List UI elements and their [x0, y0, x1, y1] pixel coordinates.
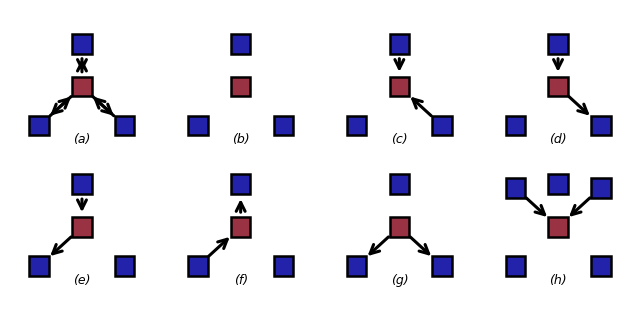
Bar	[115, 116, 134, 135]
Bar	[591, 116, 611, 135]
Bar	[390, 77, 409, 96]
Bar	[115, 256, 134, 276]
Bar	[432, 256, 452, 276]
Bar	[548, 77, 568, 96]
Bar	[29, 256, 49, 276]
Bar	[390, 217, 409, 237]
Bar	[188, 256, 208, 276]
Bar	[548, 217, 568, 237]
Text: (d): (d)	[549, 133, 567, 147]
Bar	[29, 116, 49, 135]
Bar	[231, 77, 250, 96]
Text: (c): (c)	[391, 133, 408, 147]
Bar	[432, 116, 452, 135]
Bar	[72, 77, 92, 96]
Bar	[506, 178, 525, 198]
Text: (h): (h)	[549, 274, 567, 287]
Bar	[591, 178, 611, 198]
Bar	[231, 217, 250, 237]
Text: (a): (a)	[73, 133, 91, 147]
Bar	[72, 34, 92, 54]
Bar	[231, 174, 250, 194]
Bar	[274, 116, 293, 135]
Bar	[274, 256, 293, 276]
Text: (f): (f)	[234, 274, 248, 287]
Text: (g): (g)	[390, 274, 408, 287]
Bar	[72, 217, 92, 237]
Bar	[548, 174, 568, 194]
Bar	[390, 174, 409, 194]
Bar	[506, 116, 525, 135]
Bar	[390, 34, 409, 54]
Bar	[231, 34, 250, 54]
Bar	[72, 174, 92, 194]
Bar	[188, 116, 208, 135]
Text: (e): (e)	[73, 274, 91, 287]
Bar	[506, 256, 525, 276]
Bar	[591, 256, 611, 276]
Bar	[548, 34, 568, 54]
Bar	[347, 116, 366, 135]
Text: (b): (b)	[232, 133, 250, 147]
Bar	[347, 256, 366, 276]
